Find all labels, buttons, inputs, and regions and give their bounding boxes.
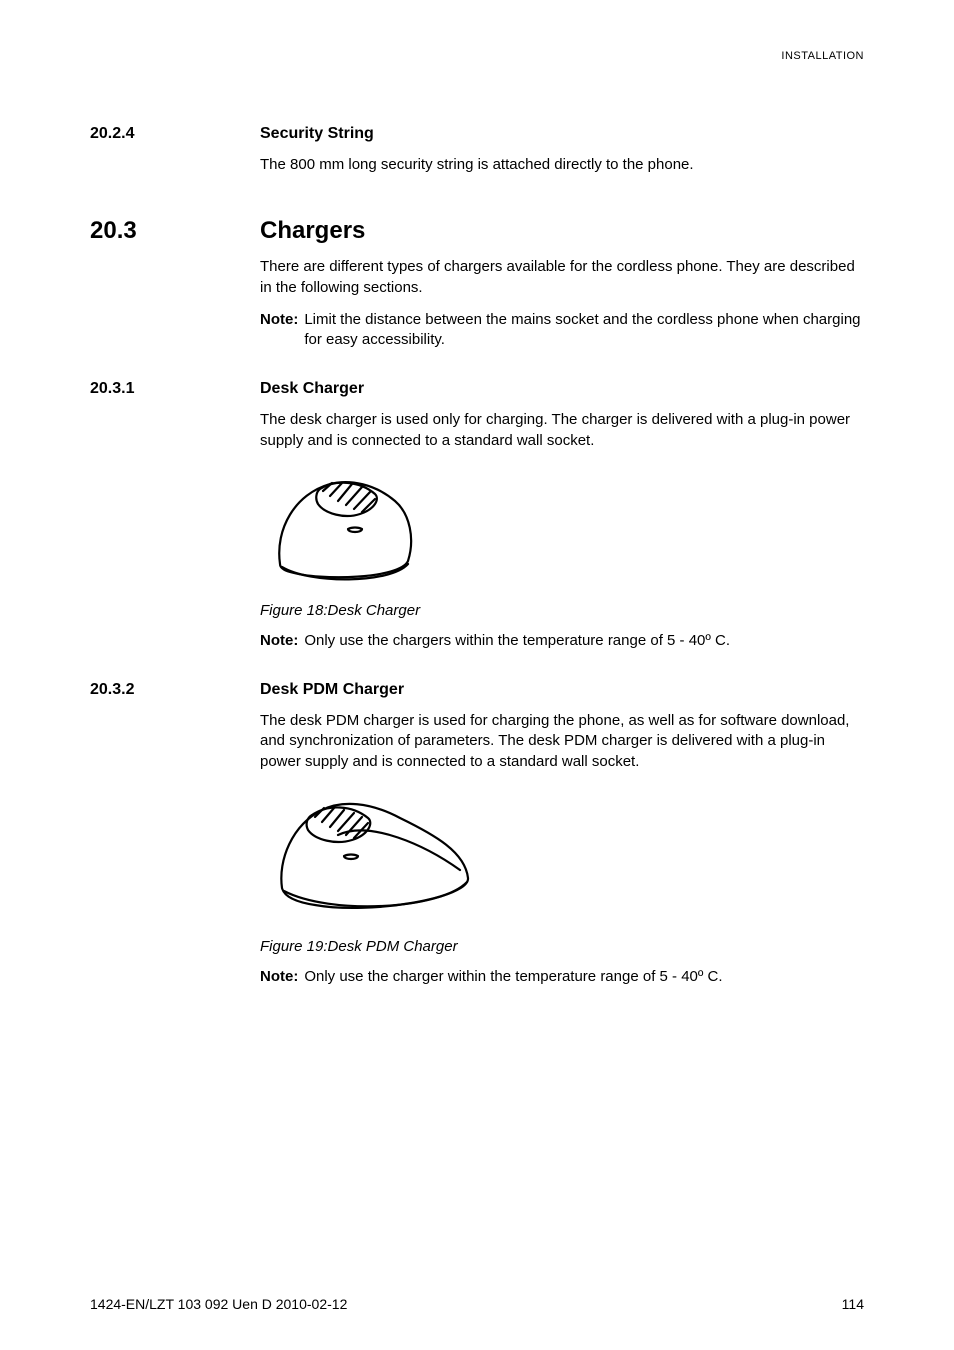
heading-title: Chargers: [260, 217, 864, 245]
figure-desk-charger: [260, 469, 864, 594]
body-col: There are different types of chargers av…: [260, 245, 864, 362]
heading-20-3-2: 20.3.2 Desk PDM Charger: [90, 681, 864, 699]
heading-number: 20.3: [90, 217, 260, 245]
note: Note: Only use the charger within the te…: [260, 967, 864, 987]
note-text: Only use the chargers within the tempera…: [304, 631, 864, 651]
note-label: Note:: [260, 310, 304, 351]
paragraph: There are different types of chargers av…: [260, 257, 864, 298]
spacer: [90, 362, 864, 380]
footer-left: 1424-EN/LZT 103 092 Uen D 2010-02-12: [90, 1296, 347, 1312]
heading-title: Desk PDM Charger: [260, 681, 864, 699]
desk-pdm-charger-icon: [260, 790, 490, 930]
heading-number: 20.3.1: [90, 380, 260, 398]
footer-page-number: 114: [842, 1296, 864, 1312]
heading-number: 20.2.4: [90, 125, 260, 143]
body-row: There are different types of chargers av…: [90, 245, 864, 362]
body-col: The 800 mm long security string is attac…: [260, 143, 864, 187]
heading-20-3-1: 20.3.1 Desk Charger: [90, 380, 864, 398]
paragraph: The 800 mm long security string is attac…: [260, 155, 864, 175]
figure-caption: Figure 19:Desk PDM Charger: [260, 938, 864, 955]
body-row: The 800 mm long security string is attac…: [90, 143, 864, 187]
heading-20-3: 20.3 Chargers: [90, 217, 864, 245]
running-head: INSTALLATION: [781, 50, 864, 62]
note-text: Limit the distance between the mains soc…: [304, 310, 864, 351]
footer: 1424-EN/LZT 103 092 Uen D 2010-02-12 114: [90, 1296, 864, 1312]
page: INSTALLATION 20.2.4 Security String The …: [0, 0, 954, 1350]
spacer: [90, 663, 864, 681]
heading-title: Security String: [260, 125, 864, 143]
note: Note: Only use the chargers within the t…: [260, 631, 864, 651]
heading-title: Desk Charger: [260, 380, 864, 398]
figure-caption: Figure 18:Desk Charger: [260, 602, 864, 619]
desk-charger-icon: [260, 469, 430, 594]
figure-desk-pdm-charger: [260, 790, 864, 930]
body-col: The desk PDM charger is used for chargin…: [260, 699, 864, 999]
note-label: Note:: [260, 631, 304, 651]
heading-number: 20.3.2: [90, 681, 260, 699]
body-col: The desk charger is used only for chargi…: [260, 398, 864, 663]
spacer: [90, 187, 864, 217]
body-row: The desk PDM charger is used for chargin…: [90, 699, 864, 999]
paragraph: The desk charger is used only for chargi…: [260, 410, 864, 451]
note-label: Note:: [260, 967, 304, 987]
note-text: Only use the charger within the temperat…: [304, 967, 864, 987]
content: 20.2.4 Security String The 800 mm long s…: [90, 125, 864, 999]
paragraph: The desk PDM charger is used for chargin…: [260, 711, 864, 772]
heading-20-2-4: 20.2.4 Security String: [90, 125, 864, 143]
note: Note: Limit the distance between the mai…: [260, 310, 864, 351]
body-row: The desk charger is used only for chargi…: [90, 398, 864, 663]
